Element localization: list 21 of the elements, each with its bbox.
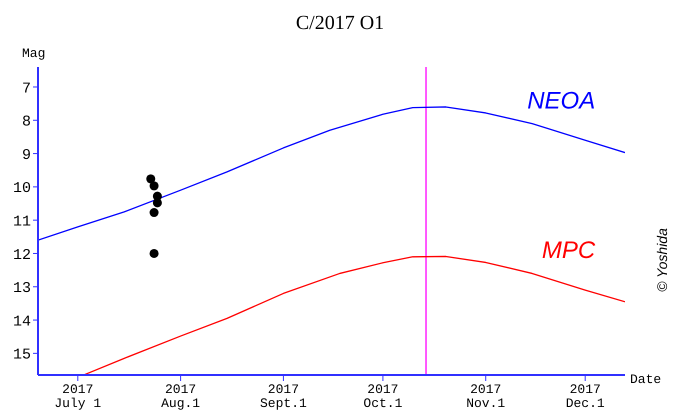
- y-axis-title: Mag: [22, 46, 46, 61]
- y-tick-label: 14: [12, 313, 31, 330]
- y-tick-label: 12: [12, 246, 31, 264]
- x-tick-label: 2017 Sept.1: [260, 382, 308, 411]
- chart-title: C/2017 O1: [294, 12, 386, 35]
- x-tick-label: 2017 Nov.1: [466, 382, 506, 411]
- y-tick-label: 8: [22, 114, 31, 131]
- x-tick-label: 2017 July 1: [54, 382, 102, 411]
- y-tick-label: 15: [12, 346, 31, 364]
- x-tick-label: 2017 Dec.1: [566, 382, 605, 411]
- x-axis-title: Date: [630, 372, 662, 387]
- x-tick-label: 2017 Oct.1: [363, 382, 403, 411]
- y-tick-label: 10: [12, 180, 31, 198]
- text: © Yoshida: [654, 228, 670, 292]
- series-label: MPC: [542, 237, 596, 264]
- y-tick-label: 9: [22, 146, 31, 164]
- x-tick-label: 2017 Aug.1: [161, 382, 200, 411]
- y-tick-label: 11: [12, 213, 31, 230]
- series-label: NEOA: [527, 87, 596, 114]
- y-tick-label: 13: [12, 280, 31, 298]
- y-tick-label: 7: [22, 80, 31, 98]
